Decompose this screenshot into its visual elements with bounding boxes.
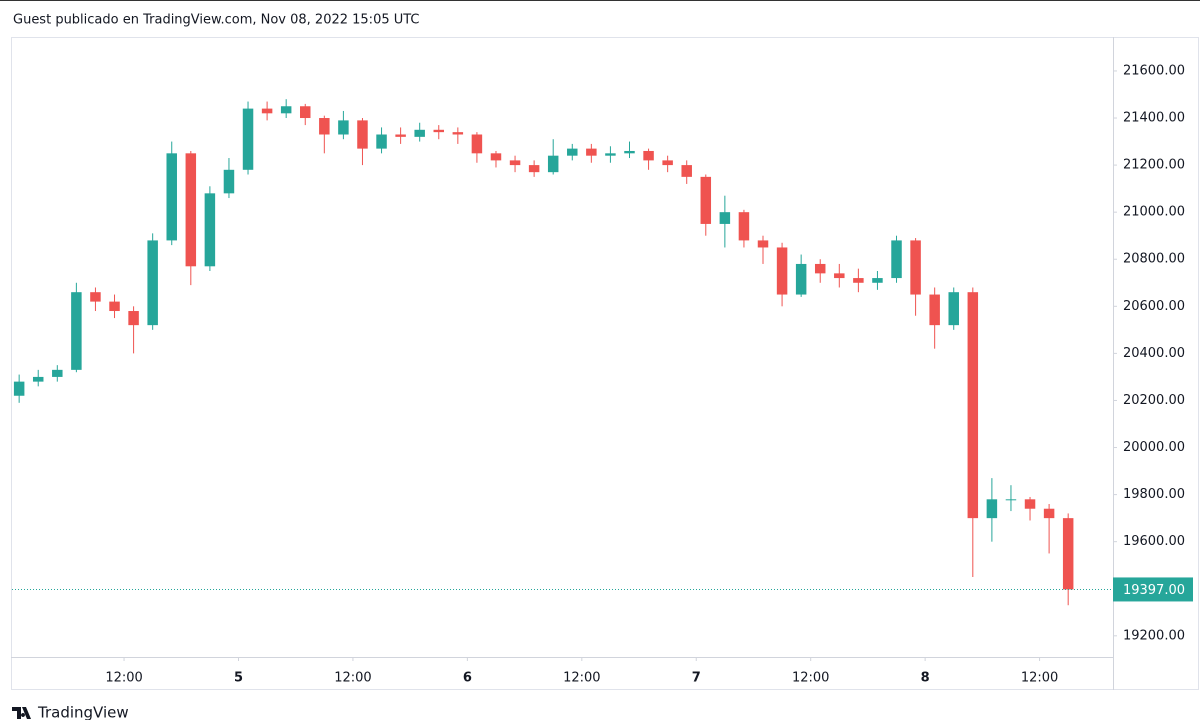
candle-body [834, 273, 845, 279]
candle-body [853, 278, 864, 283]
candle-body [338, 120, 349, 135]
x-tick-label: 12:00 [334, 671, 371, 686]
candle-body [1005, 499, 1017, 501]
candle-body [547, 155, 559, 173]
y-tick-label: 19600.00 [1123, 534, 1185, 549]
last-price-box [1113, 577, 1193, 602]
candle-body [471, 134, 483, 154]
y-tick-label: 20200.00 [1123, 393, 1185, 408]
candle-body [567, 148, 578, 156]
logo [12, 707, 31, 719]
candle-body [204, 193, 216, 267]
candle-body [300, 106, 311, 119]
candle-body [891, 240, 902, 279]
candle-body [700, 176, 712, 224]
x-tick-label: 7 [692, 671, 701, 686]
candle-body [280, 106, 292, 114]
candle-body [109, 301, 120, 312]
x-tick-label: 12:00 [105, 671, 142, 686]
y-tick-label: 20800.00 [1123, 252, 1185, 267]
candle-body [624, 150, 635, 154]
y-tick-label: 20000.00 [1123, 440, 1185, 455]
candle-body [52, 369, 63, 377]
candle-body [872, 278, 883, 283]
chart-frame [11, 37, 1199, 690]
candle-body [261, 108, 273, 114]
candle-body [1024, 499, 1036, 509]
candle-body [719, 212, 731, 224]
x-tick-label: 12:00 [792, 671, 829, 686]
candle-body [757, 240, 769, 248]
x-tick-label: 12:00 [563, 671, 600, 686]
candle-body [681, 165, 692, 177]
candle-body [490, 153, 502, 161]
candle-body [910, 240, 921, 295]
candle-body [71, 292, 82, 370]
x-tick-label: 6 [463, 671, 472, 686]
y-tick-label: 19200.00 [1123, 628, 1185, 643]
candle-body [90, 292, 101, 302]
candle-body [814, 263, 826, 274]
candle-body [643, 150, 654, 161]
y-tick-label: 20400.00 [1123, 346, 1185, 361]
x-tick-label: 5 [234, 671, 243, 686]
candle-body [32, 376, 44, 382]
candle-body [128, 311, 139, 326]
header-text: Guest publicado en TradingView.com, Nov … [13, 13, 420, 28]
candle-body [528, 165, 540, 173]
y-tick-label: 21600.00 [1123, 63, 1185, 78]
candle-body [223, 169, 235, 194]
candle-body [395, 134, 406, 137]
last-price-label: 19397.00 [1123, 583, 1185, 598]
candle-body [414, 129, 425, 137]
footer-brand: TradingView [37, 704, 129, 720]
candle-body [433, 129, 445, 133]
candle-body [319, 118, 330, 135]
y-tick-label: 20600.00 [1123, 299, 1185, 314]
y-tick-label: 21000.00 [1123, 205, 1185, 220]
candle-body [147, 240, 158, 326]
x-tick-label: 12:00 [1021, 671, 1058, 686]
candle-body [242, 108, 254, 170]
candle-body [357, 120, 368, 149]
candle-body [986, 499, 998, 519]
x-tick-label: 8 [921, 671, 930, 686]
candle-body [738, 212, 750, 241]
candle-body [795, 263, 807, 295]
y-tick-label: 21200.00 [1123, 158, 1185, 173]
candle-body [509, 160, 521, 166]
y-tick-label: 19800.00 [1123, 487, 1185, 502]
candle-body [1043, 508, 1055, 519]
candle-body [166, 153, 177, 241]
candle-body [452, 132, 464, 135]
candle-body [967, 292, 979, 519]
candle-body [929, 294, 940, 326]
candle-body [13, 381, 25, 396]
candle-body [185, 153, 197, 267]
candle-body [1062, 518, 1074, 590]
candle-body [376, 134, 387, 149]
candle-body [662, 160, 673, 166]
candle-body [776, 247, 788, 295]
candle-body [586, 148, 597, 156]
candle-body [605, 153, 616, 156]
y-tick-label: 21400.00 [1123, 111, 1185, 126]
candle-body [948, 292, 959, 326]
